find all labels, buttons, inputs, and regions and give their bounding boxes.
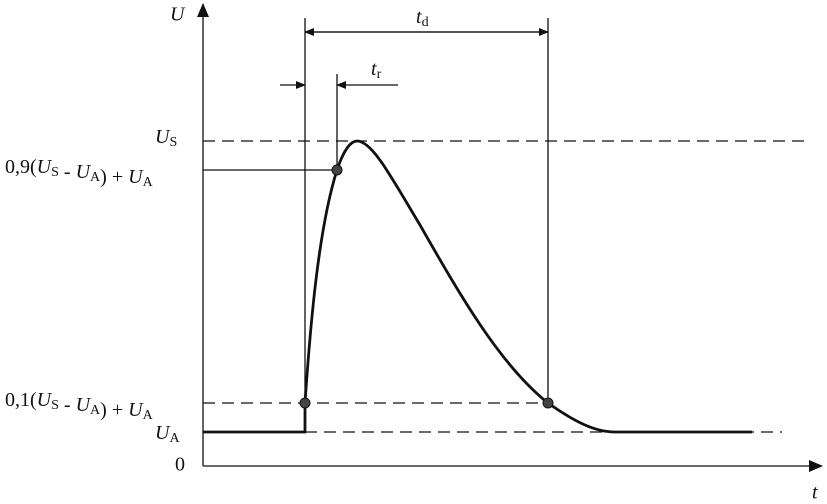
label-subscript: S	[169, 135, 177, 150]
label-subscript: A	[90, 170, 101, 185]
label-text: -	[59, 161, 76, 183]
label-text: -	[59, 394, 76, 416]
label-subscript: S	[51, 165, 59, 180]
label-text: U	[76, 394, 92, 416]
label-text: U	[128, 166, 144, 188]
y-axis-label: U	[170, 4, 186, 26]
level10-label: 0,1(US - UA) + UA	[5, 389, 154, 424]
label-subscript: S	[51, 398, 59, 413]
label-text: U	[76, 161, 92, 183]
label-subscript: A	[169, 431, 180, 446]
label-text: U	[155, 126, 171, 148]
label-text: U	[155, 422, 171, 444]
label-text: t	[371, 58, 377, 80]
label-subscript: r	[377, 67, 382, 82]
label-subscript: A	[90, 403, 101, 418]
label-text: ) +	[100, 399, 128, 421]
label-subscript: A	[143, 175, 154, 190]
label-text: U	[128, 399, 144, 421]
label-text: U	[37, 156, 53, 178]
point-end	[542, 397, 554, 409]
ua-label: UA	[155, 422, 180, 447]
origin-label: 0	[175, 454, 185, 476]
x-axis-label: t	[812, 482, 818, 504]
td-label: td	[416, 6, 429, 31]
label-text: 0,9(	[5, 156, 37, 178]
pulse-curve	[203, 139, 752, 434]
label-subscript: A	[143, 408, 154, 423]
label-text: t	[416, 6, 422, 28]
label-text: U	[37, 389, 53, 411]
level90-label: 0,9(US - UA) + UA	[5, 156, 154, 191]
us-label: US	[155, 126, 177, 151]
label-text: 0,1(	[5, 389, 37, 411]
label-subscript: d	[422, 15, 429, 30]
tr-label: tr	[371, 58, 382, 83]
point-90	[331, 164, 343, 176]
label-text: ) +	[100, 166, 128, 188]
point-10	[299, 397, 311, 409]
